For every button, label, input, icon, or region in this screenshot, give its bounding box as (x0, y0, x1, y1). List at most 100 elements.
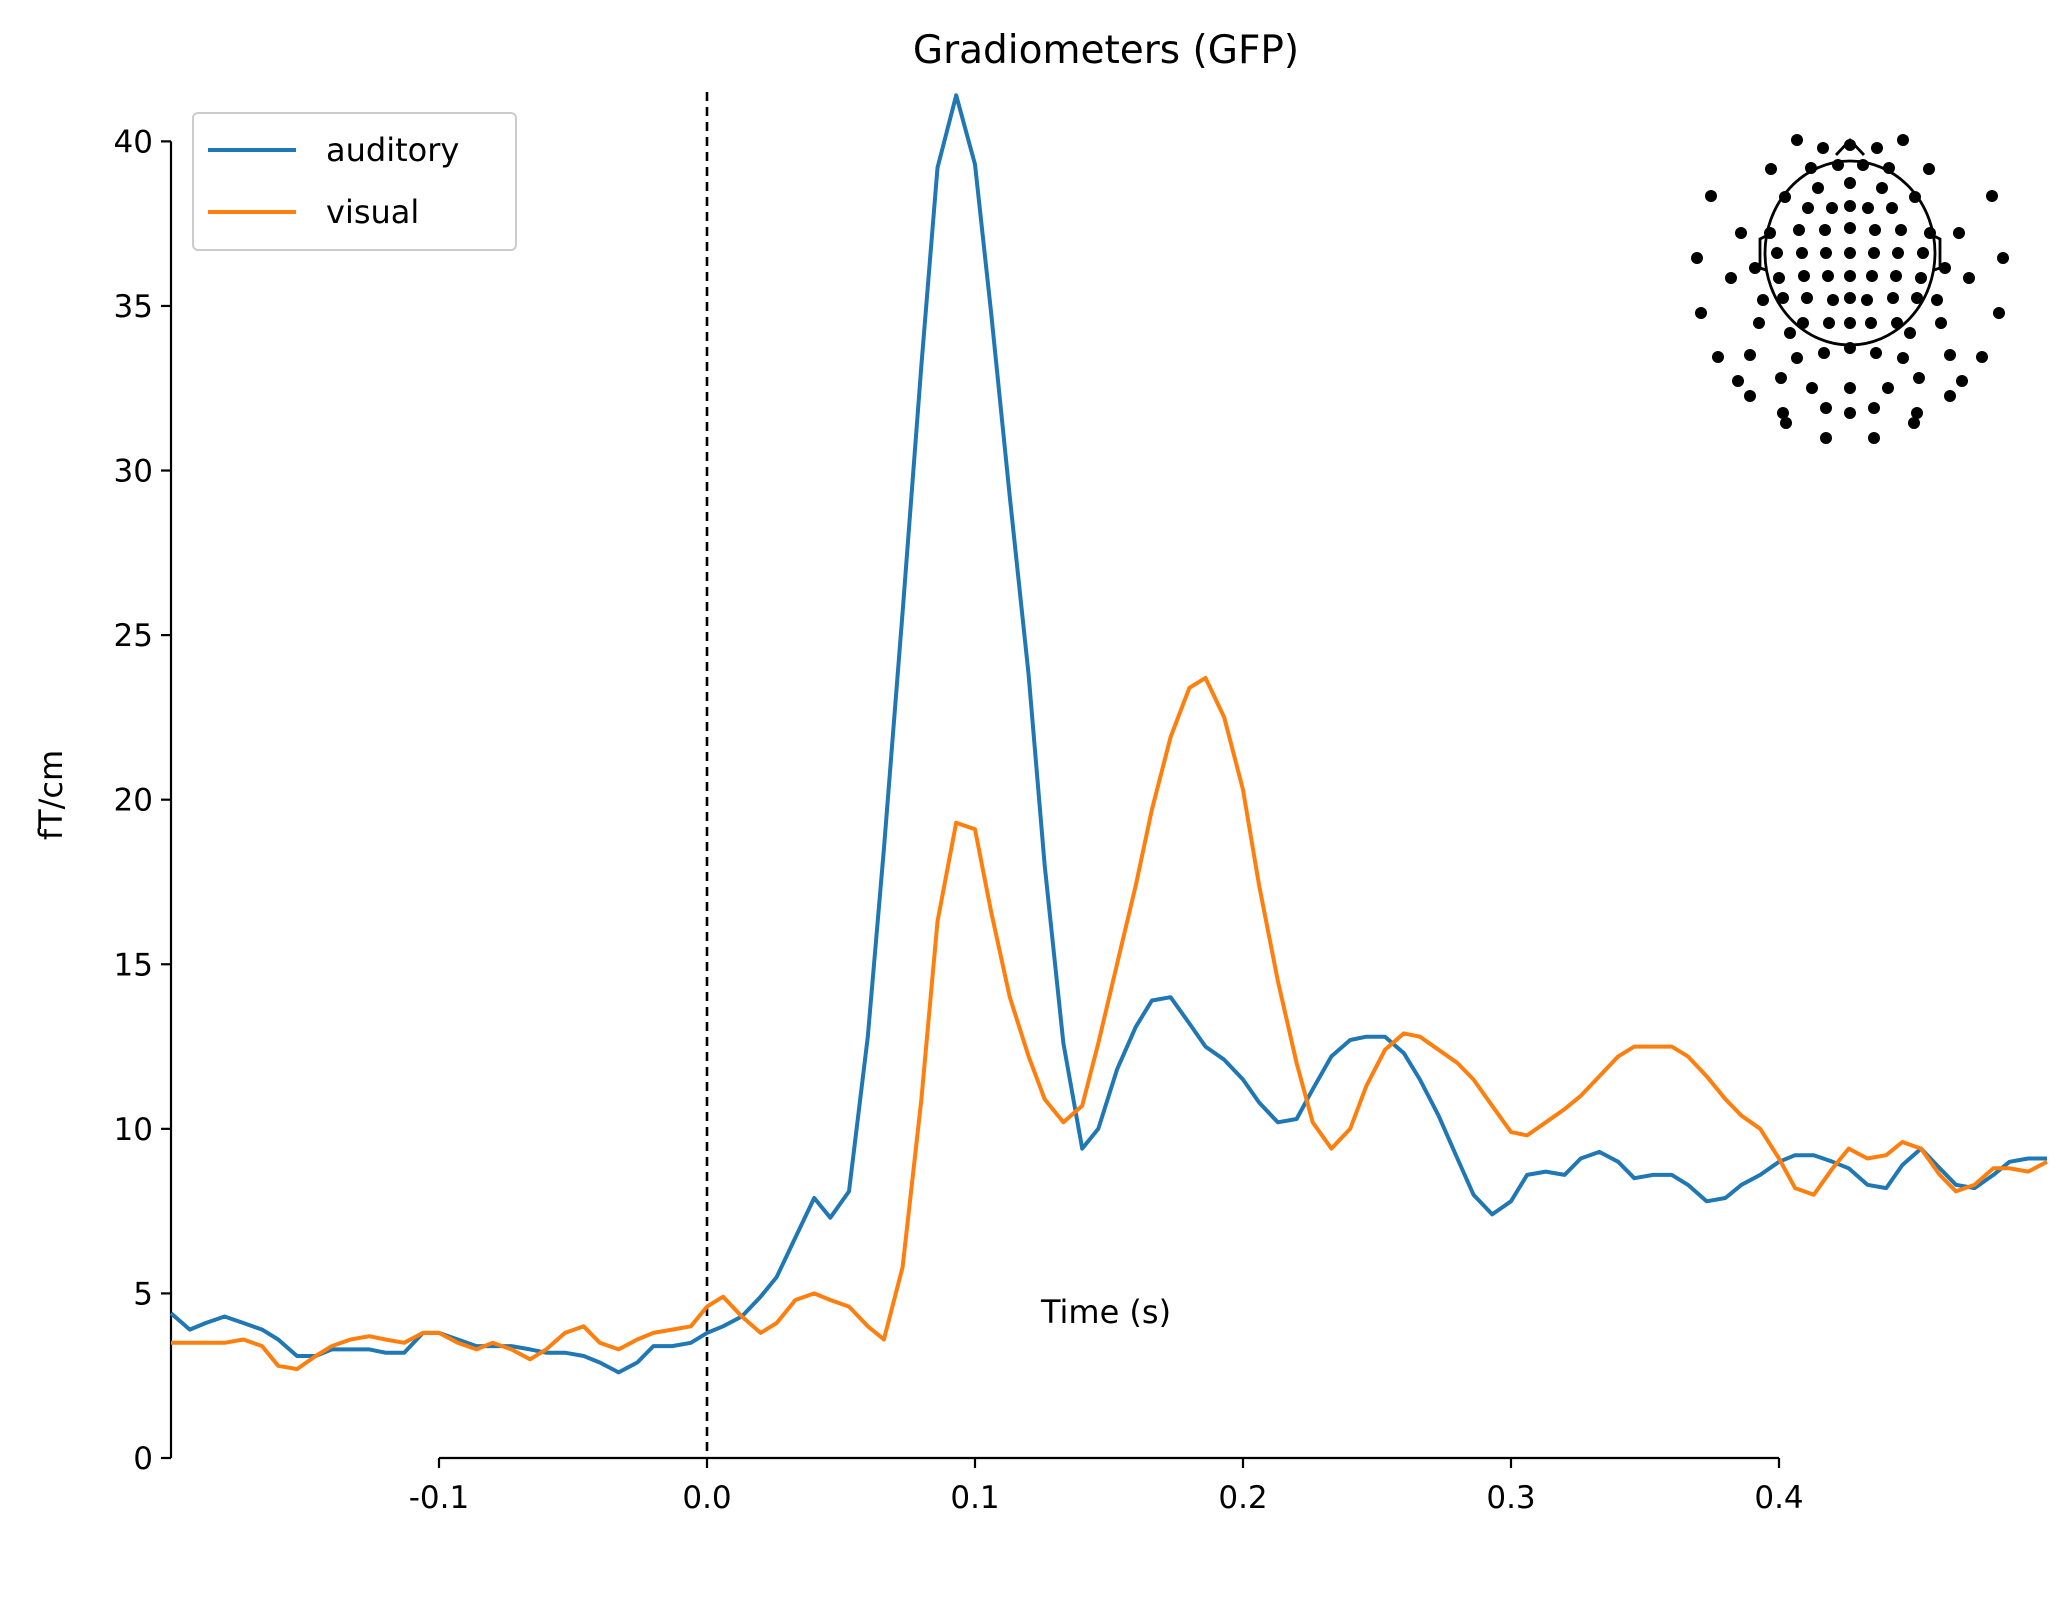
sensor-dot (1931, 294, 1943, 306)
sensor-dot (1857, 159, 1869, 171)
sensor-dot (1705, 190, 1717, 202)
sensor-dot (1953, 227, 1965, 239)
sensor-dot (1997, 252, 2009, 264)
sensor-dot (1876, 182, 1888, 194)
sensor-layout-inset (1691, 134, 2009, 444)
head-outline-icon (1758, 137, 1942, 347)
sensor-dot (1870, 347, 1882, 359)
sensor-dot (1812, 182, 1824, 194)
sensor-dot (1895, 224, 1907, 236)
sensor-dot (1897, 352, 1909, 364)
sensor-dot (1805, 162, 1817, 174)
sensor-dot (1744, 390, 1756, 402)
sensor-dot (1753, 317, 1765, 329)
series-line-visual (171, 675, 2048, 1372)
chart-title: Gradiometers (GFP) (913, 28, 1299, 73)
sensor-dot (1801, 292, 1813, 304)
sensor-dot (1764, 227, 1776, 239)
sensor-dot (1749, 262, 1761, 274)
sensor-dot (1793, 224, 1805, 236)
sensor-dot (1844, 270, 1856, 282)
sensor-dot (1911, 292, 1923, 304)
y-tick-label: 25 (114, 618, 153, 654)
sensor-dot (1735, 227, 1747, 239)
sensor-dot (1909, 191, 1921, 203)
sensor-dot (1725, 272, 1737, 284)
sensor-dot (1784, 327, 1796, 339)
y-tick-label: 10 (114, 1112, 153, 1148)
legend-box (192, 112, 517, 251)
sensor-dot (1773, 272, 1785, 284)
sensor-dot (1806, 382, 1818, 394)
sensor-dot (1986, 190, 1998, 202)
sensor-dot (1820, 247, 1832, 259)
y-tick-label: 15 (114, 947, 153, 983)
sensor-dot (1797, 317, 1809, 329)
sensor-dot (1882, 382, 1894, 394)
sensor-dot (1779, 191, 1791, 203)
sensor-dot (1904, 327, 1916, 339)
sensor-dot (1844, 292, 1856, 304)
x-axis-label: Time (s) (1040, 1293, 1171, 1331)
sensor-dot (1935, 317, 1947, 329)
y-axis: 0 5 10 15 20 25 30 35 40 (114, 124, 173, 1477)
sensor-dot (1868, 247, 1880, 259)
x-axis: -0.1 0.0 0.1 0.2 0.3 0.4 (409, 1456, 1804, 1516)
sensor-dot (1865, 317, 1877, 329)
y-axis-label: fT/cm (32, 750, 70, 840)
sensor-dot (1826, 202, 1838, 214)
sensor-dot (1744, 349, 1756, 361)
legend-label-auditory: auditory (326, 131, 459, 169)
sensor-dot (1823, 317, 1835, 329)
sensor-dot (1963, 272, 1975, 284)
sensor-dot (1897, 134, 1909, 146)
legend: auditory visual (192, 112, 517, 251)
sensor-dot (1712, 351, 1724, 363)
sensor-dot (1868, 402, 1880, 414)
y-tick-label: 30 (114, 454, 153, 490)
sensor-dot (1818, 347, 1830, 359)
sensor-dot (1771, 247, 1783, 259)
sensor-dot (1887, 292, 1899, 304)
sensor-dot (1871, 142, 1883, 154)
x-tick-label: 0.3 (1486, 1480, 1535, 1516)
x-tick-label: 0.2 (1218, 1480, 1267, 1516)
sensor-dot (1890, 270, 1902, 282)
sensor-dot (1802, 202, 1814, 214)
sensor-dot (1892, 247, 1904, 259)
series-line-auditory (169, 93, 2047, 1375)
y-tick-label: 40 (114, 124, 153, 160)
sensor-dot (1908, 417, 1920, 429)
x-tick-label: 0.0 (682, 1480, 731, 1516)
sensor-dot (1822, 270, 1834, 282)
sensor-dot (1862, 202, 1874, 214)
sensor-dot (1777, 407, 1789, 419)
sensor-dot (1868, 432, 1880, 444)
sensor-dot (1844, 342, 1856, 354)
sensor-dot (1913, 372, 1925, 384)
sensor-dot (1944, 390, 1956, 402)
sensor-dot (1844, 139, 1856, 151)
sensor-dot (1732, 375, 1744, 387)
y-tick-label: 0 (133, 1441, 153, 1477)
y-tick-label: 5 (133, 1276, 153, 1312)
sensor-dot (1886, 202, 1898, 214)
sensor-dot (1820, 432, 1832, 444)
sensor-dot (1993, 307, 2005, 319)
sensor-dot (1844, 200, 1856, 212)
sensor-dot (1832, 159, 1844, 171)
sensor-dot (1791, 352, 1803, 364)
sensor-dot (1844, 177, 1856, 189)
sensor-dot (1775, 372, 1787, 384)
sensor-dot (1866, 270, 1878, 282)
sensor-dot (1844, 317, 1856, 329)
x-tick-label: -0.1 (409, 1480, 470, 1516)
sensor-dot (1917, 247, 1929, 259)
sensor-dot (1796, 247, 1808, 259)
sensor-dot (1844, 382, 1856, 394)
sensor-dot (1923, 163, 1935, 175)
sensor-dot (1780, 417, 1792, 429)
sensor-dot (1691, 252, 1703, 264)
